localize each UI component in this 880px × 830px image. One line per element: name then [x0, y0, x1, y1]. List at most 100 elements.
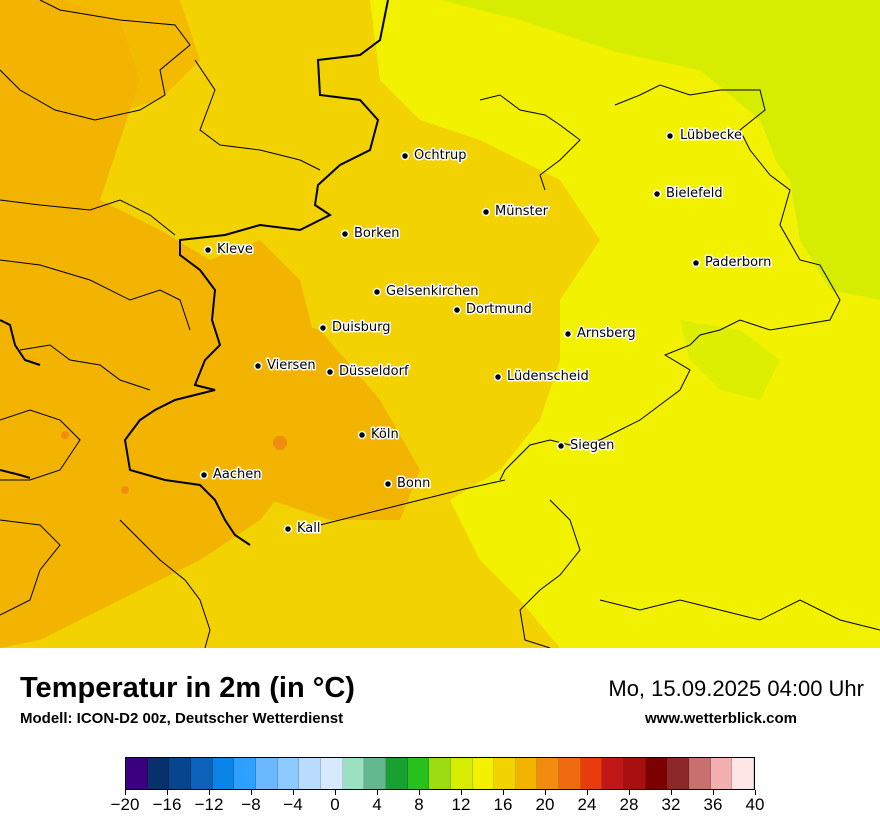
footer-panel: Temperatur in 2m (in °C) Modell: ICON-D2…	[0, 648, 880, 830]
legend-tick	[335, 790, 336, 795]
legend-color-segment	[515, 758, 538, 789]
legend-tick	[461, 790, 462, 795]
legend-tick-label: 16	[493, 795, 513, 814]
legend-tick	[671, 790, 672, 795]
city-kall: Kall	[283, 520, 322, 538]
legend-tick	[377, 790, 378, 795]
legend-color-segment	[407, 758, 430, 789]
legend-tick	[209, 790, 210, 795]
svg-text:Aachen: Aachen	[213, 467, 261, 482]
svg-text:Düsseldorf: Düsseldorf	[339, 364, 409, 379]
city-markers: Lübbecke Ochtrup Bielefeld Münster Borke…	[199, 127, 773, 538]
zone-orange-3	[40, 0, 200, 120]
svg-text:Bielefeld: Bielefeld	[666, 186, 723, 201]
svg-text:Paderborn: Paderborn	[705, 255, 771, 270]
legend-color-segment	[710, 758, 733, 789]
svg-text:Gelsenkirchen: Gelsenkirchen	[386, 284, 479, 299]
model-subtitle: Modell: ICON-D2 00z, Deutscher Wetterdie…	[20, 710, 344, 727]
legend-tick	[587, 790, 588, 795]
svg-text:Arnsberg: Arnsberg	[577, 326, 636, 341]
city-siegen: Siegen	[556, 437, 616, 455]
svg-text:Bonn: Bonn	[397, 476, 430, 491]
legend-tick-label: −16	[152, 795, 182, 814]
city-dortmund: Dortmund	[452, 301, 533, 319]
svg-text:Duisburg: Duisburg	[332, 320, 391, 335]
city-luedenscheid: Lüdenscheid	[493, 368, 590, 386]
legend-color-segment	[190, 758, 213, 789]
color-legend-ticks: −20 −16 −12 −8 −4 0 4 8 12 16 20 24 28 32 36 40	[111, 790, 764, 830]
city-luebbecke: Lübbecke	[665, 127, 743, 145]
svg-text:Lüdenscheid: Lüdenscheid	[507, 369, 589, 384]
site-url: www.wetterblick.com	[645, 710, 797, 727]
legend-color-segment	[320, 758, 343, 789]
legend-tick-label: 12	[451, 795, 471, 814]
zone-lime-2	[680, 320, 780, 400]
legend-tick-label: 40	[745, 795, 765, 814]
city-bielefeld: Bielefeld	[652, 185, 724, 203]
legend-tick-label: 4	[372, 795, 382, 814]
legend-tick-label: −4	[283, 795, 303, 814]
legend-tick	[545, 790, 546, 795]
legend-tick-label: 28	[619, 795, 639, 814]
svg-text:Köln: Köln	[371, 427, 399, 442]
state-borders	[0, 0, 880, 649]
legend-tick-label: 36	[703, 795, 723, 814]
zone-lime	[440, 0, 880, 300]
map-title: Temperatur in 2m (in °C)	[20, 672, 355, 704]
city-arnsberg: Arnsberg	[563, 325, 637, 343]
city-ochtrup: Ochtrup	[400, 147, 468, 165]
legend-color-segment	[342, 758, 365, 789]
svg-text:Ochtrup: Ochtrup	[414, 148, 467, 163]
legend-color-segment	[299, 758, 321, 789]
legend-color-segment	[385, 758, 408, 789]
legend-color-segment	[450, 758, 473, 789]
temperature-map: Lübbecke Ochtrup Bielefeld Münster Borke…	[0, 0, 880, 649]
svg-text:Kleve: Kleve	[217, 242, 253, 257]
legend-color-segment	[169, 758, 191, 789]
legend-color-segment	[364, 758, 386, 789]
legend-color-segment	[277, 758, 300, 789]
zone-orange	[0, 0, 330, 648]
legend-color-segment	[255, 758, 278, 789]
legend-color-segment	[234, 758, 256, 789]
legend-tick-label: 0	[330, 795, 340, 814]
legend-tick	[251, 790, 252, 795]
legend-tick	[713, 790, 714, 795]
legend-color-segment	[472, 758, 495, 789]
legend-tick	[167, 790, 168, 795]
svg-text:Dortmund: Dortmund	[466, 302, 532, 317]
legend-tick	[293, 790, 294, 795]
legend-color-segment	[667, 758, 690, 789]
svg-text:Viersen: Viersen	[267, 358, 316, 373]
legend-color-segment	[147, 758, 170, 789]
city-duisburg: Duisburg	[318, 319, 392, 337]
legend-tick-label: 32	[661, 795, 681, 814]
legend-color-segment	[126, 758, 148, 789]
svg-text:Lübbecke: Lübbecke	[680, 128, 742, 143]
city-bonn: Bonn	[383, 475, 432, 493]
color-legend-bar	[125, 757, 755, 790]
forecast-datetime: Mo, 15.09.2025 04:00 Uhr	[608, 676, 864, 701]
svg-text:Kall: Kall	[297, 521, 321, 536]
city-borken: Borken	[340, 225, 401, 243]
svg-text:Siegen: Siegen	[570, 438, 614, 453]
legend-color-segment	[602, 758, 625, 789]
legend-tick	[419, 790, 420, 795]
legend-tick	[629, 790, 630, 795]
city-gelsenkirchen: Gelsenkirchen	[372, 283, 480, 301]
city-paderborn: Paderborn	[691, 254, 773, 272]
legend-color-segment	[429, 758, 451, 789]
legend-tick-label: −12	[194, 795, 224, 814]
city-duesseldorf: Düsseldorf	[325, 363, 410, 381]
legend-color-segment	[624, 758, 646, 789]
city-aachen: Aachen	[199, 466, 263, 484]
legend-color-segment	[494, 758, 516, 789]
legend-color-segment	[212, 758, 235, 789]
city-koeln: Köln	[357, 426, 400, 444]
legend-tick	[125, 790, 126, 795]
city-viersen: Viersen	[253, 357, 317, 375]
legend-color-segment	[537, 758, 560, 789]
legend-tick-label: 20	[535, 795, 555, 814]
legend-color-segment	[689, 758, 711, 789]
zone-yellow-3	[540, 40, 810, 330]
